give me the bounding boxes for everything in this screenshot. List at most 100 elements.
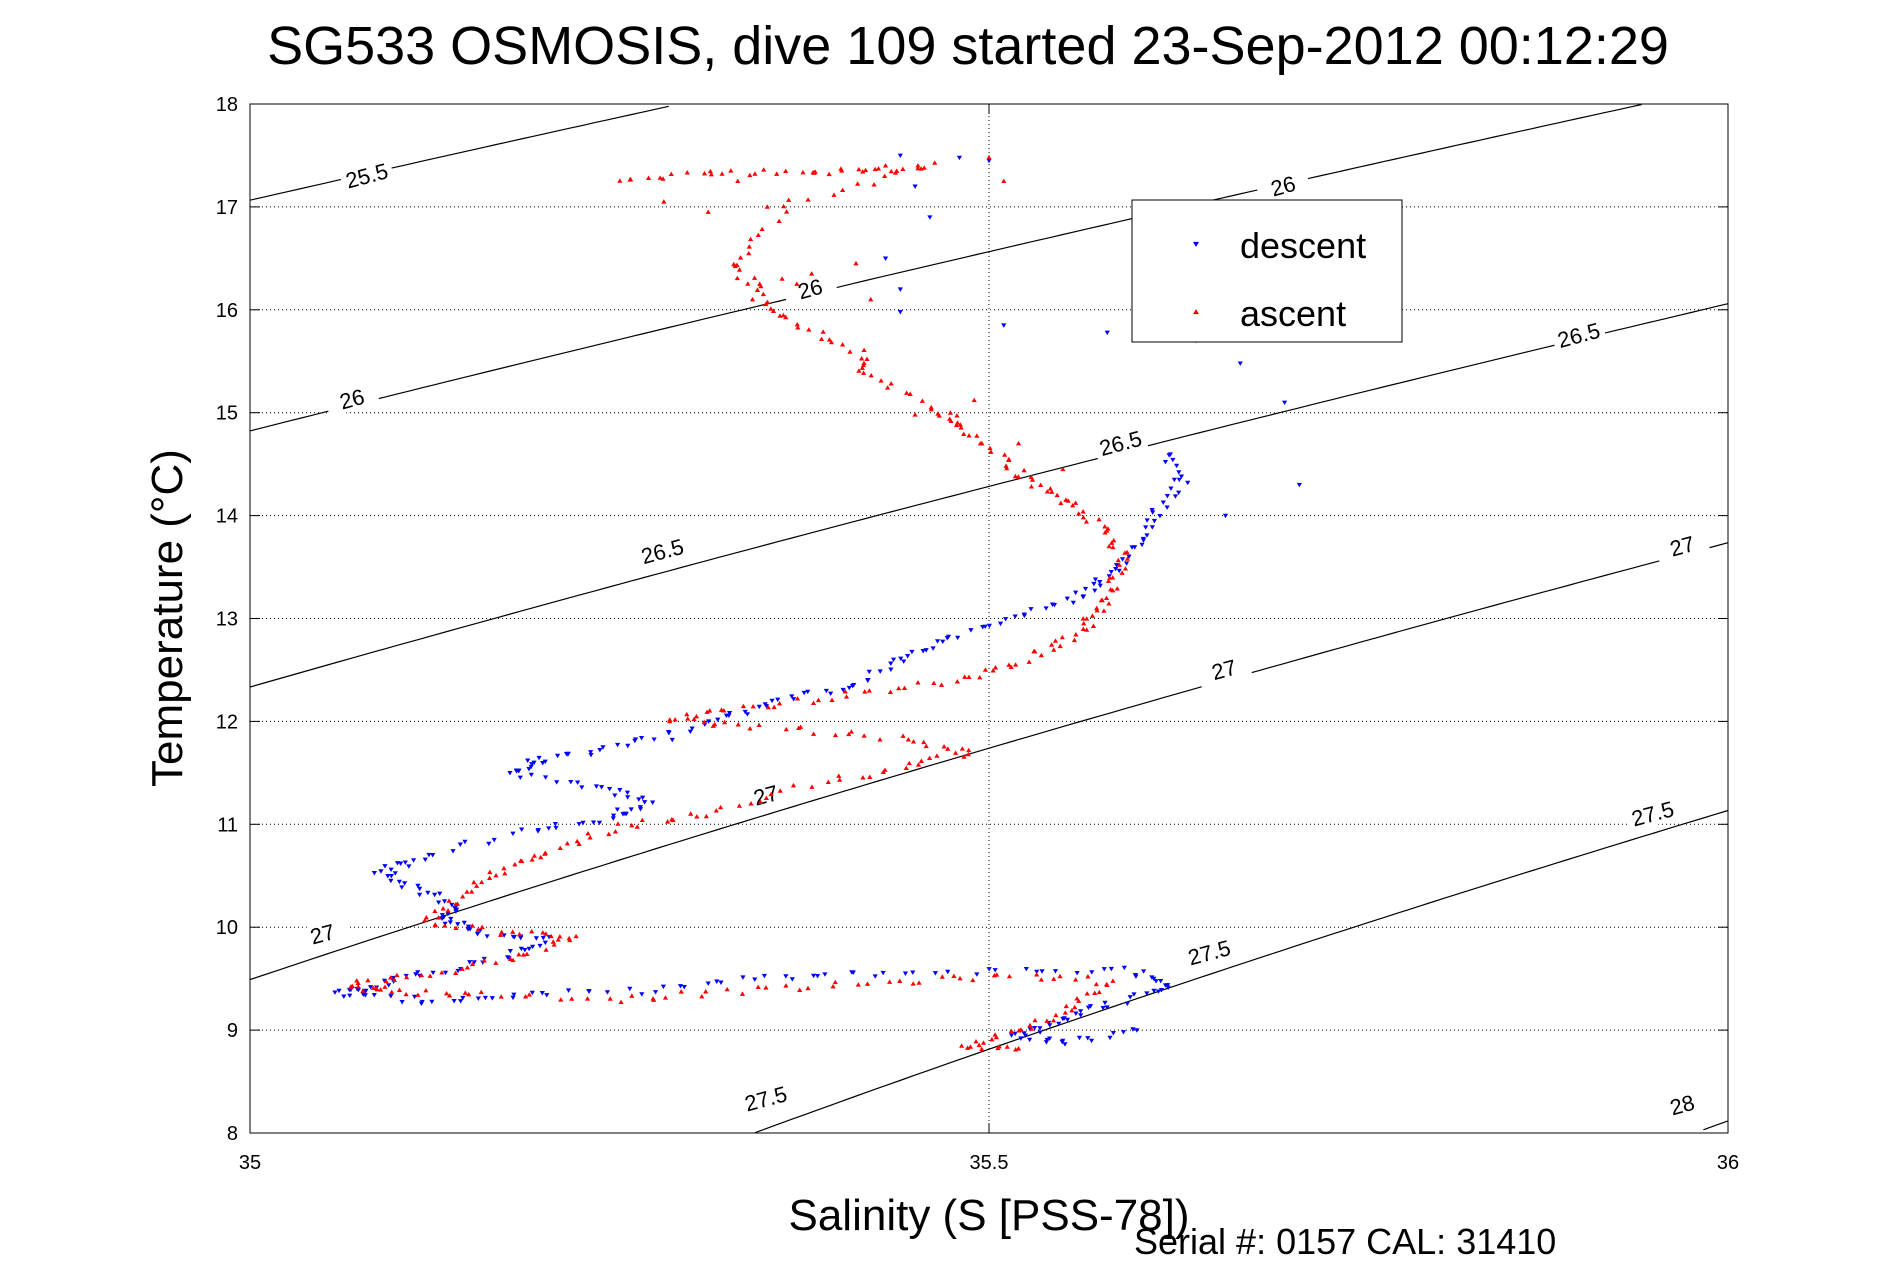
data-point-ascent [548, 933, 554, 939]
data-point-descent [805, 689, 811, 695]
data-point-ascent [1049, 489, 1055, 494]
data-point-descent [378, 869, 384, 874]
data-point-ascent [781, 203, 787, 209]
contour-label-bg [1654, 1088, 1711, 1123]
contour-label-text: 25.5 [343, 158, 391, 193]
data-point-descent [636, 797, 642, 802]
y-tick-label: 8 [227, 1123, 238, 1145]
data-point-descent [956, 155, 963, 161]
data-point-ascent [1038, 482, 1044, 487]
data-point-descent [828, 691, 834, 696]
data-point-ascent [831, 192, 837, 197]
data-point-descent [425, 890, 431, 896]
contour-label-bg [782, 272, 839, 307]
data-point-descent [866, 669, 872, 675]
data-point-ascent [1006, 457, 1012, 462]
data-point-descent [336, 988, 342, 994]
data-point-descent [769, 698, 775, 704]
data-point-ascent [980, 1040, 987, 1045]
data-point-descent [1080, 594, 1086, 600]
data-point-ascent [1029, 477, 1036, 482]
data-point-descent [756, 704, 762, 710]
data-point-descent [1037, 1026, 1043, 1031]
y-tick-label: 9 [227, 1020, 238, 1042]
data-point-ascent [355, 980, 361, 985]
data-point-descent [371, 992, 377, 998]
data-point-ascent [618, 999, 624, 1005]
data-point-descent [744, 712, 751, 717]
data-point-descent [518, 946, 524, 952]
data-point-descent [565, 988, 572, 993]
legend-box [1131, 199, 1403, 343]
data-point-descent [905, 654, 911, 659]
data-point-descent [462, 839, 468, 845]
data-point-descent [888, 667, 894, 672]
data-point-descent [1149, 525, 1155, 530]
y-tick-label: 15 [216, 403, 238, 425]
data-point-descent [1097, 583, 1103, 589]
data-point-descent [877, 669, 883, 674]
data-point-descent [1089, 970, 1095, 975]
density-contour-line [249, 303, 1729, 688]
data-point-descent [1162, 983, 1169, 988]
data-point-ascent [719, 171, 725, 176]
data-point-ascent [860, 169, 866, 174]
data-point-ascent [748, 236, 754, 242]
data-point-descent [974, 972, 980, 977]
data-point-ascent [1098, 597, 1104, 603]
data-point-ascent [1051, 976, 1057, 981]
data-point-ascent [826, 337, 833, 342]
data-point-descent [1110, 1031, 1116, 1036]
data-point-descent [1151, 518, 1158, 524]
data-point-descent [909, 649, 915, 655]
data-point-ascent [688, 811, 694, 816]
data-point-ascent [355, 983, 361, 989]
data-point-ascent [992, 665, 999, 670]
data-point-descent [1092, 577, 1099, 582]
data-point-ascent [657, 175, 663, 180]
data-point-descent [1043, 606, 1049, 611]
data-point-ascent [612, 829, 619, 834]
data-point-ascent [1084, 616, 1090, 621]
data-point-ascent [453, 901, 459, 907]
data-point-ascent [471, 879, 477, 885]
data-point-ascent [856, 166, 862, 172]
data-point-ascent [961, 754, 967, 759]
data-point-ascent [526, 992, 532, 997]
data-point-ascent [475, 927, 481, 932]
data-point-ascent [846, 731, 852, 737]
data-point-ascent [404, 974, 410, 980]
data-point-ascent [855, 982, 861, 987]
data-point-ascent [664, 819, 671, 824]
data-point-ascent [1116, 562, 1122, 567]
data-point-ascent [1104, 982, 1110, 988]
data-point-descent [1119, 557, 1126, 562]
contour-label-bg [294, 917, 351, 953]
data-point-ascent [840, 342, 846, 347]
data-point-descent [367, 985, 374, 990]
data-point-ascent [882, 767, 888, 772]
data-point-ascent [993, 1034, 999, 1040]
data-point-ascent [629, 822, 635, 828]
data-point-ascent [732, 263, 738, 269]
data-point-descent [1074, 970, 1080, 976]
data-point-ascent [1026, 659, 1032, 664]
data-point-ascent [1070, 502, 1076, 508]
data-point-ascent [1004, 465, 1010, 471]
data-point-descent [1126, 554, 1132, 559]
data-point-descent [650, 800, 656, 805]
data-point-ascent [1006, 662, 1012, 667]
data-point-ascent [871, 182, 877, 187]
data-point-ascent [396, 987, 403, 992]
data-point-ascent [916, 980, 922, 985]
data-point-ascent [728, 168, 734, 173]
data-point-ascent [678, 989, 684, 994]
data-point-ascent [453, 925, 459, 930]
data-point-ascent [783, 726, 789, 732]
data-point-descent [811, 973, 817, 979]
data-point-ascent [751, 275, 758, 280]
data-point-descent [596, 820, 603, 826]
data-point-ascent [708, 171, 714, 177]
data-point-ascent [971, 397, 977, 403]
y-tick-label: 11 [217, 814, 238, 836]
